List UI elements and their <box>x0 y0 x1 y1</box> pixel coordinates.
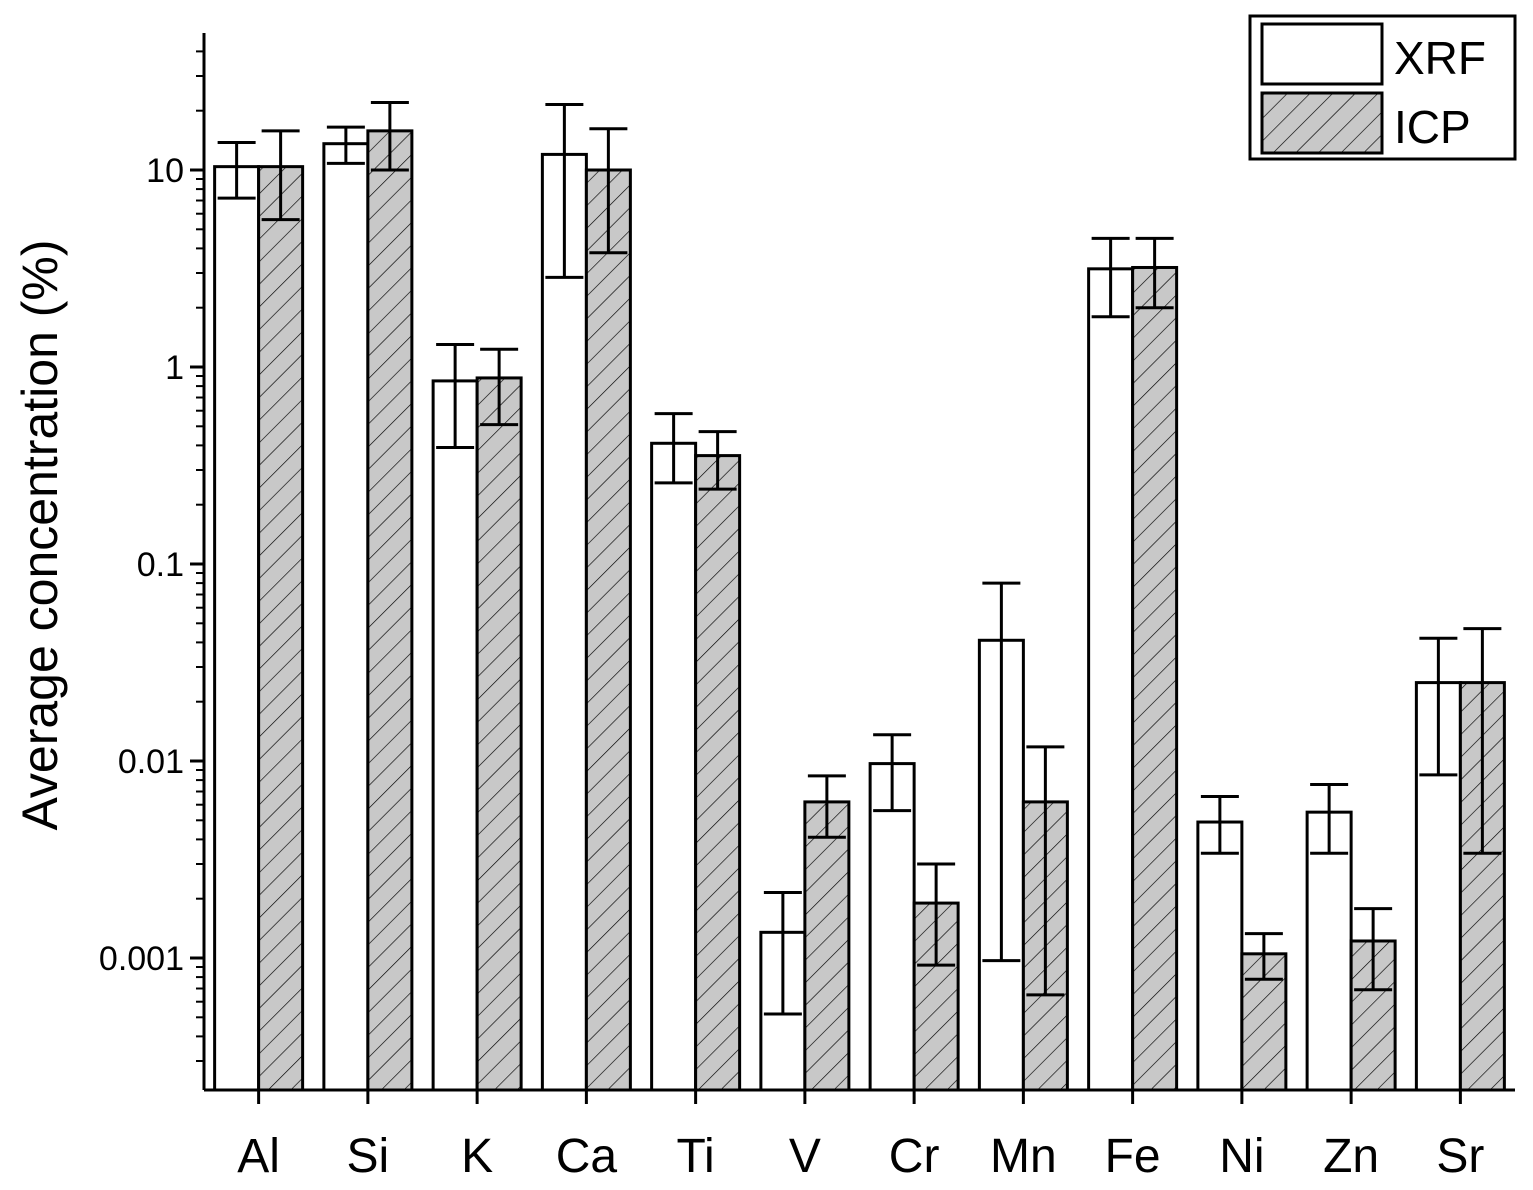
errorbar-icp-si <box>370 101 409 172</box>
x-tick-label-k: K <box>461 1130 493 1183</box>
errorbar-icp-sr <box>1463 627 1502 855</box>
error-bars-layer <box>217 101 1502 1016</box>
x-tick-label-ca: Ca <box>556 1130 618 1183</box>
errorbar-xrf-sr <box>1419 636 1458 777</box>
x-tick-label-fe: Fe <box>1105 1130 1161 1183</box>
bar-xrf-ti <box>650 441 698 1092</box>
x-tick-label-v: V <box>789 1130 821 1183</box>
errorbar-icp-zn <box>1354 907 1393 992</box>
errorbar-icp-ca <box>589 127 628 255</box>
bars-layer <box>213 129 1506 1092</box>
legend: XRF ICP <box>1248 14 1517 161</box>
y-axis-ticks: 10 1 0.1 0.01 0.001 <box>99 50 204 1063</box>
y-tick-label-1: 1 <box>165 349 184 387</box>
errorbar-xrf-si <box>326 125 365 165</box>
y-axis: 10 1 0.1 0.01 0.001 <box>99 33 206 1090</box>
bar-icp-al <box>257 165 305 1092</box>
x-tick-label-mn: Mn <box>990 1130 1057 1183</box>
legend-label-icp: ICP <box>1394 101 1471 153</box>
y-tick-label-0: 10 <box>146 152 184 190</box>
errorbar-icp-ni <box>1244 932 1283 981</box>
bar-icp-fe <box>1131 265 1179 1092</box>
x-tick-label-al: Al <box>237 1130 280 1183</box>
errorbar-xrf-ni <box>1200 795 1239 855</box>
bar-xrf-k <box>431 379 479 1092</box>
errorbar-icp-cr <box>917 862 956 967</box>
errorbar-xrf-ti <box>654 412 693 485</box>
bar-icp-v <box>803 800 851 1092</box>
x-tick-label-ti: Ti <box>677 1130 715 1183</box>
errorbar-xrf-fe <box>1091 236 1130 319</box>
errorbar-icp-mn <box>1026 745 1065 997</box>
errorbar-xrf-mn <box>982 581 1021 963</box>
errorbar-xrf-v <box>763 891 802 1016</box>
bar-icp-ca <box>584 168 632 1092</box>
bar-xrf-cr <box>868 762 916 1092</box>
errorbar-icp-ti <box>698 430 737 491</box>
errorbar-xrf-cr <box>873 733 912 813</box>
x-axis-ticks: Al Si K Ca Ti V Cr Mn Fe Ni Zn Sr <box>237 1090 1484 1183</box>
y-axis-label: Average concentration (%) <box>12 239 68 830</box>
legend-swatch-icp <box>1260 91 1384 155</box>
x-tick-label-cr: Cr <box>889 1130 940 1183</box>
errorbar-icp-fe <box>1135 236 1174 310</box>
bar-icp-k <box>475 376 523 1092</box>
bar-xrf-ca <box>540 152 588 1092</box>
bar-xrf-ni <box>1196 820 1244 1092</box>
bar-xrf-al <box>213 165 261 1092</box>
x-tick-label-sr: Sr <box>1436 1130 1484 1183</box>
bar-xrf-zn <box>1305 810 1353 1092</box>
bar-icp-si <box>366 129 414 1092</box>
x-tick-label-si: Si <box>347 1130 390 1183</box>
errorbar-icp-v <box>807 774 846 839</box>
errorbar-xrf-k <box>436 343 475 450</box>
legend-swatch-xrf <box>1260 22 1384 86</box>
bar-icp-ti <box>694 454 742 1092</box>
y-tick-label-4: 0.001 <box>99 940 184 978</box>
x-tick-label-ni: Ni <box>1219 1130 1264 1183</box>
y-tick-label-2: 0.1 <box>137 546 184 584</box>
errorbar-xrf-zn <box>1310 782 1349 855</box>
legend-label-xrf: XRF <box>1394 32 1486 84</box>
errorbar-icp-k <box>480 347 519 427</box>
errorbar-xrf-ca <box>545 103 584 279</box>
bar-xrf-si <box>322 142 370 1092</box>
errorbar-icp-al <box>261 129 300 222</box>
errorbar-xrf-al <box>217 140 256 200</box>
y-tick-label-3: 0.01 <box>118 743 184 781</box>
x-axis: Al Si K Ca Ti V Cr Mn Fe Ni Zn Sr <box>204 1088 1515 1183</box>
bar-xrf-fe <box>1087 267 1135 1092</box>
x-tick-label-zn: Zn <box>1323 1130 1379 1183</box>
